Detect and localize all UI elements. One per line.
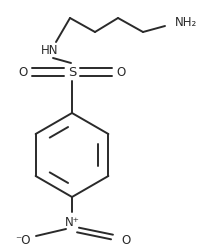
Text: NH₂: NH₂ (175, 16, 197, 28)
Text: O: O (121, 234, 130, 246)
Text: ⁻O: ⁻O (15, 234, 31, 246)
Text: S: S (68, 66, 76, 79)
Text: O: O (116, 66, 126, 79)
Text: HN: HN (41, 44, 59, 56)
Text: O: O (18, 66, 28, 79)
Text: N⁺: N⁺ (64, 215, 79, 229)
